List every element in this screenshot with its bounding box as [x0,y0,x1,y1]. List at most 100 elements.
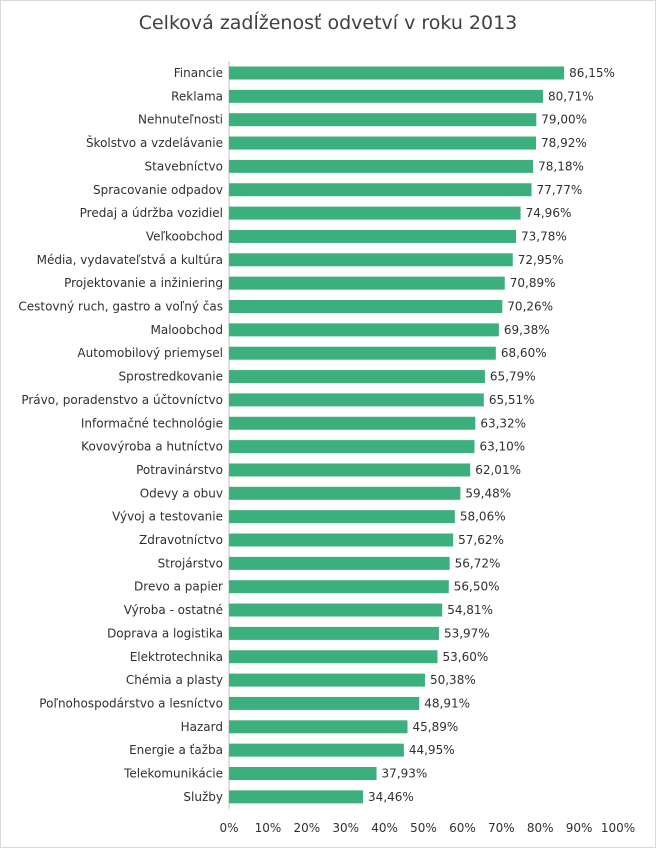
category-label: Doprava a logistika [107,626,223,640]
bar [229,323,499,337]
data-label: 63,10% [479,440,525,454]
data-label: 53,60% [443,650,489,664]
data-label: 79,00% [541,113,587,127]
data-label: 74,96% [526,206,572,220]
bar [229,767,377,780]
data-label: 48,91% [424,696,470,710]
data-label: 72,95% [518,253,564,267]
category-label: Elektrotechnika [130,650,223,664]
data-label: 69,38% [504,323,550,337]
data-label: 34,46% [368,790,414,804]
data-label: 65,79% [490,370,536,384]
category-label: Energie a ťažba [129,743,223,757]
data-label: 78,18% [538,159,584,173]
category-label: Veľkoobchod [146,229,223,243]
category-label: Cestovný ruch, gastro a voľný čas [18,300,223,314]
bar [229,159,534,173]
data-label: 62,01% [475,463,521,477]
bar [229,416,476,430]
data-label: 65,51% [489,393,535,407]
category-label: Nehnuteľnosti [138,113,223,127]
data-label: 70,26% [507,300,553,314]
bar [229,276,505,290]
bar [229,183,532,197]
bar [229,510,455,524]
x-tick-label: 70% [488,821,515,835]
data-label: 45,89% [413,720,459,734]
category-label: Projektovanie a inžiniering [64,276,223,290]
bar [229,136,536,150]
data-label: 56,50% [454,580,500,594]
bar [229,253,513,267]
bar [229,556,450,570]
bar [229,696,420,710]
category-label: Poľnohospodárstvo a lesníctvo [39,696,223,710]
x-tick-label: 50% [410,821,437,835]
bar [229,533,454,547]
category-label: Spracovanie odpadov [93,183,223,197]
bar [229,370,485,384]
bar [229,626,439,640]
category-label: Hazard [181,720,223,734]
category-label: Automobilový priemysel [77,346,223,360]
category-label: Predaj a údržba vozidiel [80,206,223,220]
bar [229,346,496,360]
category-label: Služby [183,790,223,804]
data-label: 70,89% [510,276,556,290]
x-tick-label: 0% [219,821,238,835]
category-label: Média, vydavateľstvá a kultúra [37,253,223,267]
bar [229,300,503,313]
x-tick-label: 30% [332,821,359,835]
category-label: Drevo a papier [134,580,223,594]
category-label: Vývoj a testovanie [112,510,223,524]
category-label: Informačné technológie [81,416,223,430]
data-label: 57,62% [458,533,504,547]
bar [229,673,425,687]
data-label: 54,81% [447,603,493,617]
bar [229,229,517,243]
category-label: Kovovýroba a hutníctvo [81,440,223,454]
data-label: 37,93% [382,767,428,781]
x-tick-label: 10% [255,821,282,835]
bar [229,89,543,103]
category-label: Maloobchod [150,323,223,337]
data-label: 78,92% [541,136,587,150]
bar [229,790,364,804]
category-label: Stavebníctvo [145,159,223,173]
category-label: Potravinárstvo [136,463,223,477]
category-label: Školstvo a vzdelávanie [86,135,223,150]
data-label: 44,95% [409,743,455,757]
data-label: 50,38% [430,673,476,687]
data-label: 59,48% [465,486,511,500]
category-label: Právo, poradenstvo a účtovníctvo [21,393,223,407]
bar [229,650,438,664]
chart-title: Celková zadĺženosť odvetví v roku 2013 [138,12,518,34]
category-label: Odevy a obuv [140,486,223,500]
bar [229,440,475,454]
category-label: Chémia a plasty [126,673,223,687]
data-label: 68,60% [501,346,547,360]
x-tick-label: 40% [371,821,398,835]
data-label: 56,72% [455,556,501,570]
data-label: 73,78% [521,229,567,243]
data-label: 58,06% [460,510,506,524]
category-label: Výroba - ostatné [124,603,223,617]
data-label: 63,32% [480,416,526,430]
x-tick-label: 90% [566,821,593,835]
x-tick-label: 80% [527,821,554,835]
data-label: 86,15% [569,66,615,80]
x-tick-label: 20% [293,821,320,835]
x-tick-label: 100% [601,821,635,835]
bar [229,720,408,734]
bar [229,743,404,757]
bar [229,486,461,500]
x-tick-label: 60% [449,821,476,835]
category-label: Sprostredkovanie [118,370,223,384]
bar [229,66,565,80]
category-label: Telekomunikácie [123,767,223,781]
bar [229,206,521,220]
category-label: Zdravotníctvo [139,533,223,547]
category-label: Financie [174,66,223,80]
category-label: Strojárstvo [158,556,223,570]
